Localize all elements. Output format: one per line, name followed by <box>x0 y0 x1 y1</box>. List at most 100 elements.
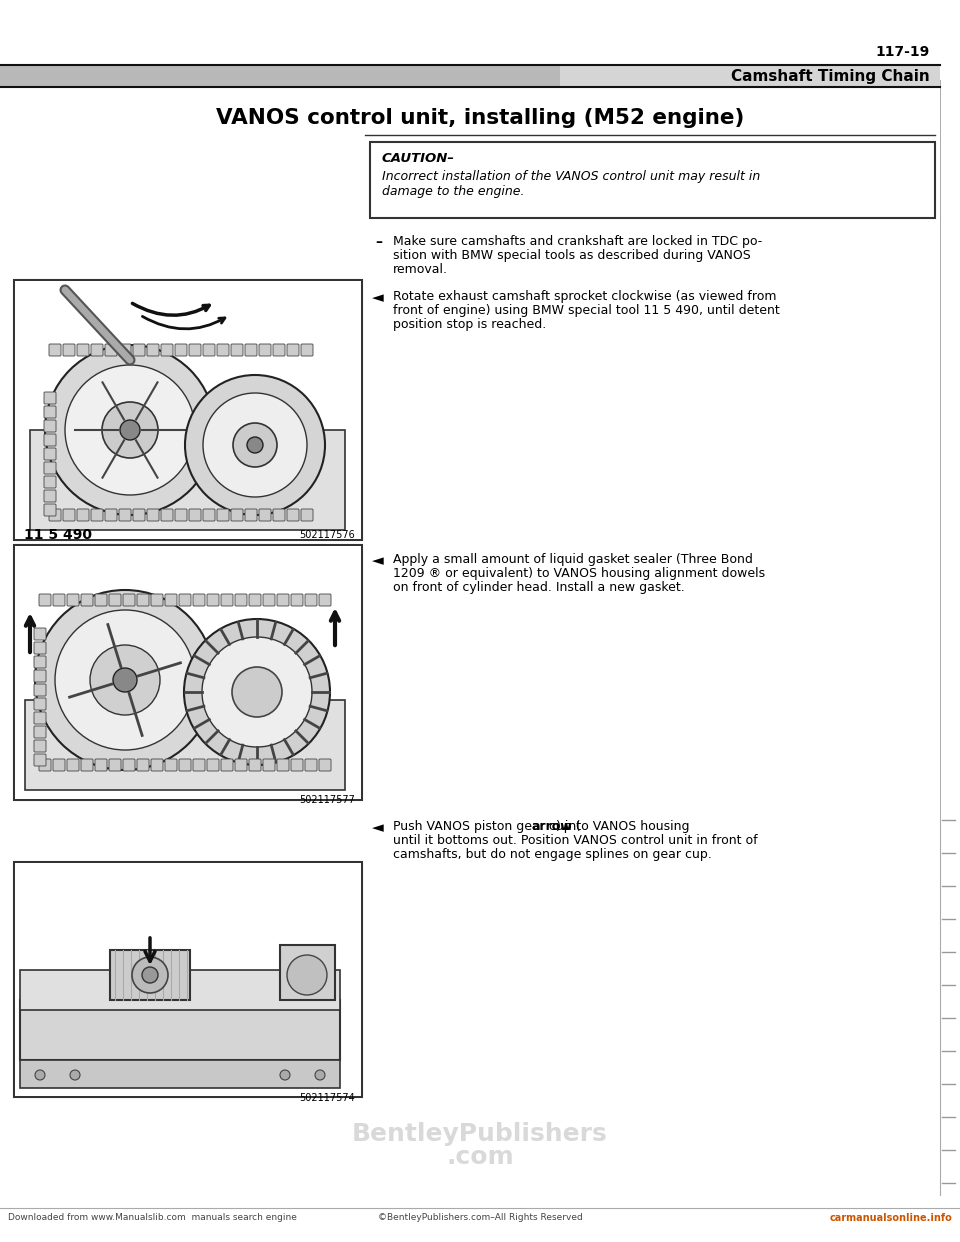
FancyBboxPatch shape <box>81 759 93 771</box>
FancyBboxPatch shape <box>44 406 56 419</box>
FancyBboxPatch shape <box>119 344 131 356</box>
FancyBboxPatch shape <box>34 669 46 682</box>
Text: VANOS control unit, installing (M52 engine): VANOS control unit, installing (M52 engi… <box>216 108 744 128</box>
FancyBboxPatch shape <box>207 759 219 771</box>
FancyBboxPatch shape <box>193 759 205 771</box>
FancyBboxPatch shape <box>34 642 46 655</box>
Text: ) into VANOS housing: ) into VANOS housing <box>557 820 690 833</box>
FancyBboxPatch shape <box>221 759 233 771</box>
Circle shape <box>70 1071 80 1081</box>
FancyBboxPatch shape <box>231 509 243 520</box>
FancyBboxPatch shape <box>133 344 145 356</box>
Text: ◄: ◄ <box>372 289 384 306</box>
FancyBboxPatch shape <box>175 509 187 520</box>
FancyBboxPatch shape <box>161 509 173 520</box>
Text: carmanualsonline.info: carmanualsonline.info <box>829 1213 952 1223</box>
FancyBboxPatch shape <box>34 727 46 738</box>
Bar <box>14 545 362 800</box>
Text: 117-19: 117-19 <box>876 45 930 60</box>
FancyBboxPatch shape <box>44 392 56 404</box>
FancyBboxPatch shape <box>179 759 191 771</box>
Text: camshafts, but do not engage splines on gear cup.: camshafts, but do not engage splines on … <box>393 848 711 861</box>
Text: Rotate exhaust camshaft sprocket clockwise (as viewed from: Rotate exhaust camshaft sprocket clockwi… <box>393 289 777 303</box>
FancyBboxPatch shape <box>305 594 317 606</box>
Bar <box>0 65 940 87</box>
Circle shape <box>113 668 137 692</box>
FancyBboxPatch shape <box>109 759 121 771</box>
FancyBboxPatch shape <box>235 759 247 771</box>
FancyBboxPatch shape <box>147 509 159 520</box>
Text: ◄: ◄ <box>372 553 384 568</box>
Text: Apply a small amount of liquid gasket sealer (Three Bond: Apply a small amount of liquid gasket se… <box>393 553 753 566</box>
Circle shape <box>287 955 327 995</box>
FancyBboxPatch shape <box>263 759 275 771</box>
FancyBboxPatch shape <box>147 344 159 356</box>
Circle shape <box>203 392 307 497</box>
FancyBboxPatch shape <box>291 759 303 771</box>
FancyBboxPatch shape <box>34 740 46 751</box>
Bar <box>15 863 361 1095</box>
FancyBboxPatch shape <box>77 509 89 520</box>
FancyBboxPatch shape <box>44 448 56 460</box>
Bar <box>110 950 190 1000</box>
FancyBboxPatch shape <box>217 509 229 520</box>
FancyBboxPatch shape <box>179 594 191 606</box>
Text: on front of cylinder head. Install a new gasket.: on front of cylinder head. Install a new… <box>393 581 684 594</box>
Text: sition with BMW special tools as described during VANOS: sition with BMW special tools as describ… <box>393 248 751 262</box>
Circle shape <box>142 968 158 982</box>
Text: –: – <box>375 235 382 248</box>
FancyBboxPatch shape <box>133 509 145 520</box>
Bar <box>25 700 345 790</box>
FancyBboxPatch shape <box>165 594 177 606</box>
FancyBboxPatch shape <box>287 344 299 356</box>
FancyBboxPatch shape <box>287 509 299 520</box>
FancyBboxPatch shape <box>165 759 177 771</box>
FancyBboxPatch shape <box>105 344 117 356</box>
Bar <box>20 1000 340 1059</box>
Text: 502117574: 502117574 <box>300 1093 355 1103</box>
Circle shape <box>232 667 282 717</box>
Text: 11 5 490: 11 5 490 <box>24 528 92 542</box>
Text: until it bottoms out. Position VANOS control unit in front of: until it bottoms out. Position VANOS con… <box>393 833 757 847</box>
FancyBboxPatch shape <box>34 698 46 710</box>
FancyBboxPatch shape <box>44 491 56 502</box>
Circle shape <box>315 1071 325 1081</box>
Circle shape <box>65 365 195 496</box>
Circle shape <box>132 958 168 994</box>
Circle shape <box>102 402 158 458</box>
FancyBboxPatch shape <box>301 509 313 520</box>
Text: .com: .com <box>446 1145 514 1169</box>
FancyBboxPatch shape <box>81 594 93 606</box>
FancyBboxPatch shape <box>217 344 229 356</box>
FancyBboxPatch shape <box>231 344 243 356</box>
Bar <box>560 65 940 87</box>
Circle shape <box>233 424 277 467</box>
Circle shape <box>280 1071 290 1081</box>
FancyBboxPatch shape <box>123 594 135 606</box>
Bar <box>20 970 340 1010</box>
FancyBboxPatch shape <box>273 509 285 520</box>
Text: ◄: ◄ <box>372 820 384 835</box>
FancyBboxPatch shape <box>189 509 201 520</box>
FancyBboxPatch shape <box>319 594 331 606</box>
Text: BentleyPublishers: BentleyPublishers <box>352 1122 608 1146</box>
FancyBboxPatch shape <box>91 344 103 356</box>
FancyBboxPatch shape <box>151 594 163 606</box>
Circle shape <box>184 619 330 765</box>
Text: Incorrect installation of the VANOS control unit may result in: Incorrect installation of the VANOS cont… <box>382 170 760 183</box>
Text: position stop is reached.: position stop is reached. <box>393 318 546 332</box>
FancyBboxPatch shape <box>105 509 117 520</box>
FancyBboxPatch shape <box>39 594 51 606</box>
Bar <box>14 279 362 540</box>
Bar <box>280 945 335 1000</box>
Text: Downloaded from www.Manualslib.com  manuals search engine: Downloaded from www.Manualslib.com manua… <box>8 1213 297 1222</box>
FancyBboxPatch shape <box>175 344 187 356</box>
FancyBboxPatch shape <box>34 684 46 696</box>
FancyBboxPatch shape <box>95 594 107 606</box>
FancyBboxPatch shape <box>34 628 46 640</box>
FancyBboxPatch shape <box>34 754 46 766</box>
FancyBboxPatch shape <box>119 509 131 520</box>
FancyBboxPatch shape <box>207 594 219 606</box>
Text: 502117576: 502117576 <box>300 530 355 540</box>
Circle shape <box>35 1071 45 1081</box>
